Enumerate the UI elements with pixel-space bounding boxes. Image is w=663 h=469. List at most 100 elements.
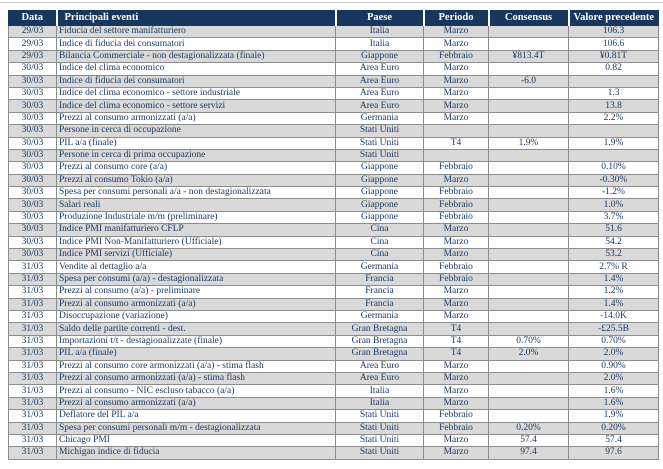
cell-date: 30/03 xyxy=(8,161,57,175)
cell-country: Germania xyxy=(335,260,424,274)
table-row: 31/03 Prezzi al consumo (a/a) - prelimin… xyxy=(8,285,659,299)
cell-country: Area Euro xyxy=(335,86,424,101)
cell-event: Disoccupazione (variazione) xyxy=(56,309,336,324)
cell-date: 31/03 xyxy=(8,371,57,386)
cell-date: 29/03 xyxy=(8,24,57,39)
cell-country: Giappone xyxy=(335,173,424,188)
cell-period: Febbraio xyxy=(423,49,489,64)
cell-previous-value: 57.4 xyxy=(568,433,659,448)
table-row: 31/03 PIL a/a (finale) Gran Bretagna T4 … xyxy=(8,347,659,361)
cell-consensus: -6.0 xyxy=(488,74,569,88)
cell-date: 30/03 xyxy=(8,173,57,188)
cell-event: Deflatore del PIL a/a xyxy=(56,409,336,423)
cell-period xyxy=(423,124,489,138)
table-row: 31/03 Prezzi al consumo - NIC escluso ta… xyxy=(8,384,659,398)
cell-date: 31/03 xyxy=(8,297,57,312)
cell-period: Marzo xyxy=(423,173,489,188)
cell-previous-value xyxy=(568,74,659,88)
cell-consensus xyxy=(488,371,569,386)
cell-consensus xyxy=(488,297,569,312)
cell-previous-value: 1.9% xyxy=(568,136,659,150)
cell-previous-value: 0.10% xyxy=(568,161,659,175)
cell-consensus xyxy=(488,186,569,200)
cell-event: Indice PMI Non-Manifatturiero (Ufficiale… xyxy=(56,235,336,250)
cell-previous-value: 97.6 xyxy=(568,446,659,460)
cell-period: Marzo xyxy=(423,24,489,39)
cell-country: Giappone xyxy=(335,161,424,175)
cell-date: 30/03 xyxy=(8,210,57,225)
cell-country: Area Euro xyxy=(335,99,424,113)
column-header-date: Data xyxy=(8,10,57,26)
cell-period: Marzo xyxy=(423,433,489,448)
cell-previous-value: -0.30% xyxy=(568,173,659,188)
cell-country: Cina xyxy=(335,235,424,250)
cell-event: Indice del clima economico xyxy=(56,62,336,76)
cell-previous-value: 1.3 xyxy=(568,86,659,101)
cell-period: Marzo xyxy=(423,297,489,312)
cell-consensus: 1.9% xyxy=(488,136,569,150)
cell-country: Francia xyxy=(335,272,424,287)
cell-consensus xyxy=(488,359,569,373)
cell-event: Prezzi al consumo core (a/a) xyxy=(56,161,336,175)
cell-event: Bilancia Commerciale - non destagionaliz… xyxy=(56,49,336,64)
cell-country: Giappone xyxy=(335,49,424,64)
cell-date: 31/03 xyxy=(8,309,57,324)
table-row: 29/03 Bilancia Commerciale - non destagi… xyxy=(8,49,659,64)
cell-consensus xyxy=(488,272,569,287)
cell-date: 31/03 xyxy=(8,260,57,274)
cell-period: Febbraio xyxy=(423,272,489,287)
cell-event: Produzione Industriale m/m (preliminare) xyxy=(56,210,336,225)
cell-event: Persone in cerca di occupazione xyxy=(56,124,336,138)
cell-event: Prezzi al consumo armonizzati (a/a) - st… xyxy=(56,371,336,386)
cell-date: 31/03 xyxy=(8,421,57,435)
cell-previous-value: 1.6% xyxy=(568,384,659,398)
cell-country: Gran Bretagna xyxy=(335,334,424,349)
cell-period: Febbraio xyxy=(423,161,489,175)
column-header-consensus: Consensus xyxy=(487,10,569,26)
cell-consensus xyxy=(488,409,569,423)
cell-country: Italia xyxy=(335,384,424,398)
cell-country: Area Euro xyxy=(335,74,424,88)
cell-previous-value: 54.2 xyxy=(568,235,659,250)
cell-event: Importazioni t/t - destagionalizzate (fi… xyxy=(56,334,336,349)
cell-event: Saldo delle partite correnti - dest. xyxy=(56,322,336,336)
cell-date: 30/03 xyxy=(8,124,57,138)
cell-period: T4 xyxy=(423,322,489,336)
table-row: 31/03 Spesa per consumi personali m/m - … xyxy=(8,421,659,435)
cell-country: Stati Uniti xyxy=(335,409,424,423)
cell-date: 31/03 xyxy=(8,433,57,448)
table-row: 29/03 Fiducia del settore manifatturiero… xyxy=(8,24,659,39)
cell-date: 30/03 xyxy=(8,248,57,262)
cell-event: Indice del clima economico - settore ind… xyxy=(56,86,336,101)
cell-event: PIL a/a (finale) xyxy=(56,347,336,361)
cell-consensus: 97.4 xyxy=(488,446,569,460)
table-row: 31/03 Michigan indice di fiducia Stati U… xyxy=(8,446,659,460)
cell-previous-value: -1.2% xyxy=(568,186,659,200)
cell-country: Germania xyxy=(335,309,424,324)
cell-date: 30/03 xyxy=(8,99,57,113)
cell-period: T4 xyxy=(423,347,489,361)
cell-country: Italia xyxy=(335,37,424,51)
cell-date: 29/03 xyxy=(8,49,57,64)
cell-country: Italia xyxy=(335,396,424,411)
table-row: 31/03 Chicago PMI Stati Uniti Marzo 57.4… xyxy=(8,433,659,448)
table-row: 31/03 Importazioni t/t - destagionalizza… xyxy=(8,334,659,349)
cell-previous-value: 0.90% xyxy=(568,359,659,373)
cell-consensus: 57.4 xyxy=(488,433,569,448)
cell-event: PIL a/a (finale) xyxy=(56,136,336,150)
cell-previous-value: 106.3 xyxy=(568,24,659,39)
cell-previous-value xyxy=(568,148,659,163)
cell-consensus xyxy=(488,62,569,76)
table-body: 29/03 Fiducia del settore manifatturiero… xyxy=(8,24,659,460)
cell-consensus xyxy=(488,384,569,398)
table-row: 30/03 Indice del clima economico Area Eu… xyxy=(8,62,659,76)
cell-date: 30/03 xyxy=(8,223,57,237)
cell-event: Indice PMI servizi (Ufficiale) xyxy=(56,248,336,262)
cell-previous-value: 1.4% xyxy=(568,297,659,312)
cell-period: Marzo xyxy=(423,235,489,250)
cell-period xyxy=(423,148,489,163)
table-row: 31/03 Saldo delle partite correnti - des… xyxy=(8,322,659,336)
cell-event: Spesa per consumi personali a/a - non de… xyxy=(56,186,336,200)
cell-period: Marzo xyxy=(423,111,489,126)
table-row: 30/03 Indice del clima economico - setto… xyxy=(8,86,659,101)
